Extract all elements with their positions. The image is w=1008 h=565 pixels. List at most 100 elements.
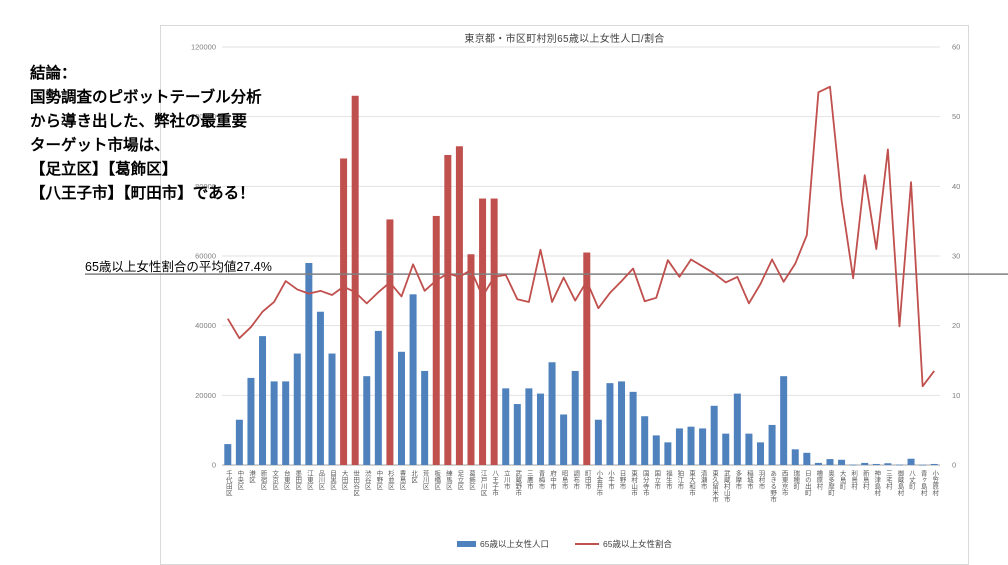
right-axis-tick-label: 40 <box>952 182 960 191</box>
population-bar <box>675 428 683 465</box>
x-axis-label: 神津島村 <box>872 470 880 496</box>
x-axis-label: 練馬区 <box>444 470 452 490</box>
legend-item-population: 65歳以上女性人口 <box>457 538 549 550</box>
annotation-line: 国勢調査のピボットテーブル分析 <box>30 89 262 106</box>
population-bar <box>386 219 394 465</box>
x-axis-label: 国分寺市 <box>641 470 649 496</box>
population-bar <box>861 462 869 465</box>
population-bar <box>791 449 799 465</box>
population-bar <box>316 311 324 465</box>
x-axis-label: 立川市 <box>502 470 510 490</box>
population-bar <box>884 463 892 465</box>
population-bar <box>305 262 313 465</box>
x-axis-label: 豊島区 <box>398 470 405 490</box>
x-axis-label: 江戸川区 <box>479 470 487 496</box>
x-axis-label: 三宅村 <box>884 470 892 490</box>
population-bar <box>467 254 475 465</box>
population-bar <box>444 154 452 465</box>
population-bar <box>270 381 278 465</box>
x-axis-label: 江東区 <box>305 470 313 490</box>
population-bar <box>525 388 533 465</box>
x-axis-label: 東村山市 <box>629 470 637 496</box>
population-bar <box>722 433 730 465</box>
x-axis-label: 新島村 <box>861 470 869 490</box>
x-axis-label: 調布市 <box>571 470 579 490</box>
right-axis-tick-label: 60 <box>952 43 960 52</box>
right-axis-tick-label: 20 <box>952 321 960 330</box>
x-axis-label: 国立市 <box>652 470 660 490</box>
average-line-label: 65歳以上女性割合の平均値27.4% <box>85 260 272 274</box>
left-axis-tick-label: 0 <box>212 461 216 470</box>
population-bar <box>536 393 544 465</box>
x-axis-label: 足立区 <box>455 470 463 490</box>
population-bar <box>895 464 903 466</box>
x-axis-label: 利島村 <box>849 470 857 490</box>
x-axis-label: 小笠原村 <box>930 470 938 496</box>
x-axis-label: 町田市 <box>583 470 591 490</box>
population-bar <box>872 463 880 465</box>
x-axis-label: 武蔵村山市 <box>722 470 730 503</box>
x-axis-label: 文京区 <box>270 470 278 490</box>
x-axis-label: 武蔵野市 <box>513 470 521 496</box>
x-axis-label: 八王子市 <box>490 470 498 496</box>
population-bar <box>363 376 371 465</box>
x-axis-label: 東久留米市 <box>710 470 718 503</box>
chart-frame <box>160 25 969 565</box>
chart-title: 東京都・市区町村別65歳以上女性人口/割合 <box>464 34 665 45</box>
population-bar <box>571 370 579 465</box>
population-bar <box>513 404 521 465</box>
x-axis-label: 新宿区 <box>259 470 267 490</box>
x-axis-label: 羽村市 <box>757 470 764 490</box>
x-axis-label: 狛江市 <box>675 470 683 490</box>
x-axis-label: 青梅市 <box>536 470 544 490</box>
x-axis-label: 荒川区 <box>421 470 429 490</box>
population-bar <box>629 391 637 465</box>
bar-swatch-icon <box>457 541 477 547</box>
population-bar <box>583 252 591 465</box>
population-bar <box>768 424 776 465</box>
right-axis-tick-label: 30 <box>952 252 960 261</box>
x-axis-label: 日野市 <box>618 470 626 490</box>
x-axis-label: 瑞穂町 <box>791 470 799 490</box>
x-axis-label: 北区 <box>409 470 417 483</box>
x-axis-label: 葛飾区 <box>467 470 475 490</box>
x-axis-label: 板橋区 <box>432 470 440 490</box>
population-bar <box>664 442 672 465</box>
x-axis-label: 中央区 <box>235 470 243 490</box>
x-axis-label: 目黒区 <box>328 470 336 490</box>
x-axis-label: 御蔵島村 <box>895 470 903 496</box>
x-axis-label: 港区 <box>247 470 255 483</box>
x-axis-label: 渋谷区 <box>363 470 371 490</box>
population-bar <box>374 330 382 465</box>
x-axis-label: 杉並区 <box>386 470 394 490</box>
population-bar <box>293 353 301 465</box>
x-axis-label: 青ヶ島村 <box>919 470 927 496</box>
x-axis-label: 東大和市 <box>687 470 695 496</box>
population-bar <box>699 428 707 465</box>
population-bar <box>502 388 510 465</box>
annotation-line: 【八王子市】【町田市】である！ <box>30 185 255 202</box>
x-axis-label: 世田谷区 <box>351 470 359 496</box>
population-bar <box>224 444 232 465</box>
ratio-line <box>227 85 935 388</box>
x-axis-label: 小金井市 <box>594 470 602 496</box>
population-bar <box>919 464 927 466</box>
population-bar <box>745 433 753 465</box>
x-axis-label: 福生市 <box>664 470 672 490</box>
population-bar <box>421 370 429 465</box>
x-axis-label: 稲城市 <box>745 470 753 490</box>
population-bar <box>560 414 568 465</box>
x-axis-label: 大島町 <box>838 470 846 490</box>
population-bar <box>594 419 602 465</box>
x-axis-label: 昭島市 <box>560 470 568 490</box>
population-bar <box>618 381 626 465</box>
population-bar <box>455 146 463 465</box>
population-bar <box>432 215 440 465</box>
population-bar <box>351 95 359 466</box>
population-bar <box>849 464 857 466</box>
right-axis-tick-label: 0 <box>952 461 956 470</box>
conclusion-annotation: 結論： 国勢調査のピボットテーブル分析 から導き出した、弊社の最重要 ターゲット… <box>30 62 330 206</box>
population-bar <box>780 376 788 465</box>
x-axis-label: 中野区 <box>374 470 382 490</box>
